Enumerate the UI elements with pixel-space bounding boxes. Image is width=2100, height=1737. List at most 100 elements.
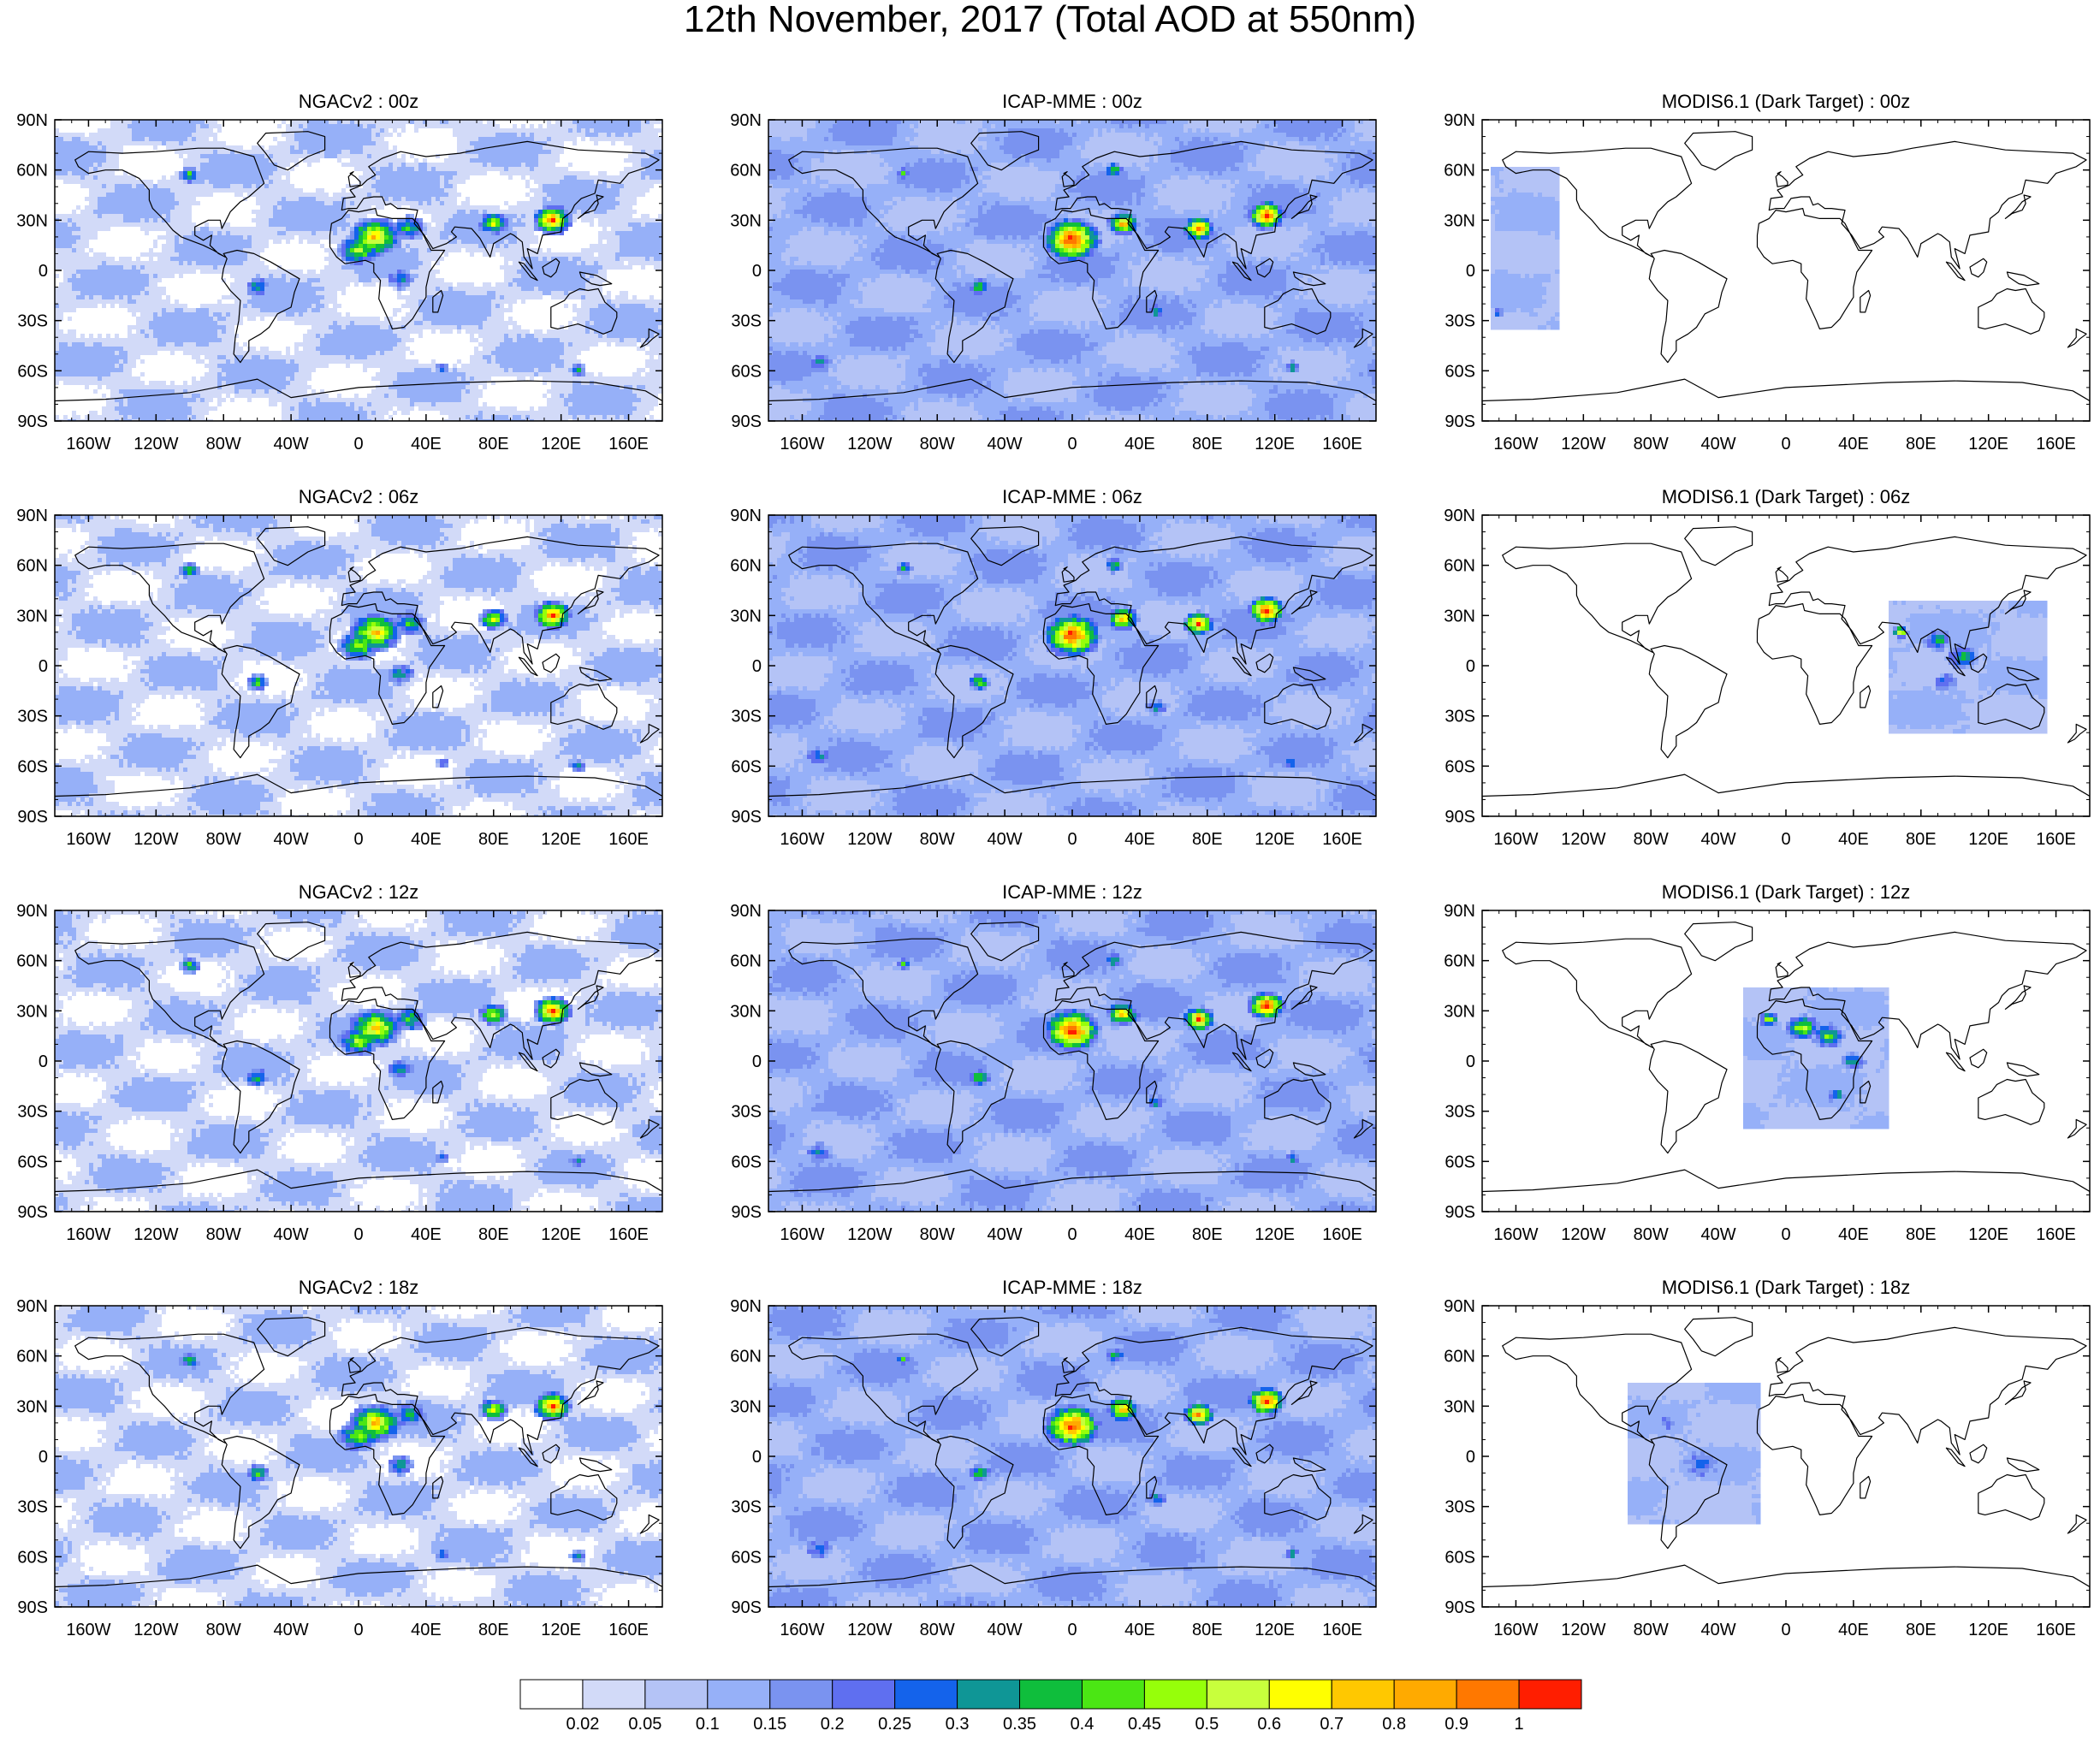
colorbar-label: 0.5 (1195, 1715, 1219, 1733)
lat-tick-label: 0 (1466, 1052, 1475, 1071)
colorbar-swatch (1020, 1680, 1083, 1709)
lat-tick-label: 30S (1444, 1498, 1475, 1517)
lon-tick-label: 0 (1781, 1621, 1790, 1639)
aod-field (768, 910, 1377, 1215)
lat-tick-label: 60S (17, 1548, 48, 1567)
lat-tick-label: 60S (17, 362, 48, 381)
lat-tick-label: 0 (39, 1052, 48, 1071)
colorbar-swatch (895, 1680, 958, 1709)
lon-tick-label: 40W (1701, 830, 1736, 849)
lat-tick-label: 30N (1444, 211, 1475, 230)
lon-tick-label: 80W (206, 1225, 241, 1244)
colorbar-swatch (1456, 1680, 1519, 1709)
lat-tick-label: 30N (16, 607, 48, 625)
lat-tick-label: 60S (1444, 1153, 1475, 1171)
colorbar-swatch (1082, 1680, 1144, 1709)
lon-tick-label: 80E (1906, 1225, 1937, 1244)
lon-tick-label: 120E (1255, 830, 1295, 849)
aod-field (1628, 1383, 1761, 1525)
lon-tick-label: 40W (274, 1621, 309, 1639)
lon-tick-label: 120E (1968, 1621, 2008, 1639)
lon-tick-label: 160W (780, 435, 824, 454)
lon-tick-label: 80W (206, 830, 241, 849)
lat-tick-label: 30N (1444, 1397, 1475, 1416)
lat-tick-label: 90S (1444, 412, 1475, 431)
lon-tick-label: 160W (1493, 435, 1538, 454)
lat-tick-label: 90N (1444, 507, 1475, 525)
lat-tick-label: 60N (730, 557, 762, 576)
lon-tick-label: 160W (66, 830, 110, 849)
lat-tick-label: 30S (1444, 1103, 1475, 1122)
lon-tick-label: 120E (541, 1225, 581, 1244)
lon-tick-label: 160E (1322, 1621, 1362, 1639)
lon-tick-label: 0 (353, 435, 363, 454)
lat-tick-label: 60S (731, 757, 762, 776)
panel-title: ICAP-MME : 06z (1002, 486, 1142, 507)
colorbar-swatch (770, 1680, 833, 1709)
panel-title: NGACv2 : 06z (299, 486, 419, 507)
lon-tick-label: 40W (274, 830, 309, 849)
lon-tick-label: 80E (1192, 1621, 1223, 1639)
colorbar-swatch (1144, 1680, 1207, 1709)
lat-tick-label: 60N (16, 557, 48, 576)
lat-tick-label: 90N (730, 1297, 762, 1316)
lon-tick-label: 80W (920, 830, 955, 849)
lat-tick-label: 60N (730, 162, 762, 181)
lat-tick-label: 0 (1466, 1448, 1475, 1467)
colorbar-swatch (1269, 1680, 1332, 1709)
lat-tick-label: 60S (731, 1548, 762, 1567)
lon-tick-label: 160W (66, 1621, 110, 1639)
lon-tick-label: 160W (1493, 830, 1538, 849)
lon-tick-label: 120W (847, 1621, 892, 1639)
lat-tick-label: 30S (17, 1103, 48, 1122)
lon-tick-label: 80E (1192, 435, 1223, 454)
colorbar-swatch (958, 1680, 1020, 1709)
colorbar-swatch (708, 1680, 770, 1709)
colorbar-swatch (645, 1680, 708, 1709)
lat-tick-label: 0 (752, 657, 762, 676)
lat-tick-label: 90N (16, 1297, 48, 1316)
lon-tick-label: 120E (1968, 830, 2008, 849)
lon-tick-label: 80E (1906, 830, 1937, 849)
lat-tick-label: 90S (17, 1598, 48, 1617)
lon-tick-label: 120W (1561, 1225, 1605, 1244)
lon-tick-label: 40W (274, 435, 309, 454)
colorbar-swatch (1332, 1680, 1394, 1709)
lon-tick-label: 120E (1968, 435, 2008, 454)
lat-tick-label: 60S (731, 362, 762, 381)
lat-tick-label: 0 (752, 262, 762, 281)
lat-tick-label: 30S (1444, 312, 1475, 331)
colorbar-label: 0.7 (1320, 1715, 1344, 1733)
colorbar-swatch (583, 1680, 645, 1709)
lon-tick-label: 160W (780, 830, 824, 849)
lon-tick-label: 120E (1255, 435, 1295, 454)
lat-tick-label: 30S (17, 708, 48, 726)
lat-tick-label: 60N (730, 952, 762, 971)
lon-tick-label: 160W (780, 1225, 824, 1244)
lon-tick-label: 120W (1561, 1621, 1605, 1639)
lon-tick-label: 0 (1067, 435, 1077, 454)
lon-tick-label: 120E (1255, 1621, 1295, 1639)
lon-tick-label: 160E (608, 435, 649, 454)
lon-tick-label: 120E (1255, 1225, 1295, 1244)
colorbar-label: 0.4 (1071, 1715, 1094, 1733)
aod-field (55, 910, 663, 1215)
lon-tick-label: 40E (1838, 830, 1869, 849)
lon-tick-label: 40W (1701, 435, 1736, 454)
colorbar-swatch (1519, 1680, 1581, 1709)
lat-tick-label: 60N (16, 952, 48, 971)
lon-tick-label: 80W (206, 1621, 241, 1639)
panel-title: NGACv2 : 12z (299, 881, 419, 903)
lat-tick-label: 60S (1444, 362, 1475, 381)
lat-tick-label: 90N (730, 111, 762, 130)
colorbar-swatch (520, 1680, 583, 1709)
lon-tick-label: 120W (133, 435, 178, 454)
